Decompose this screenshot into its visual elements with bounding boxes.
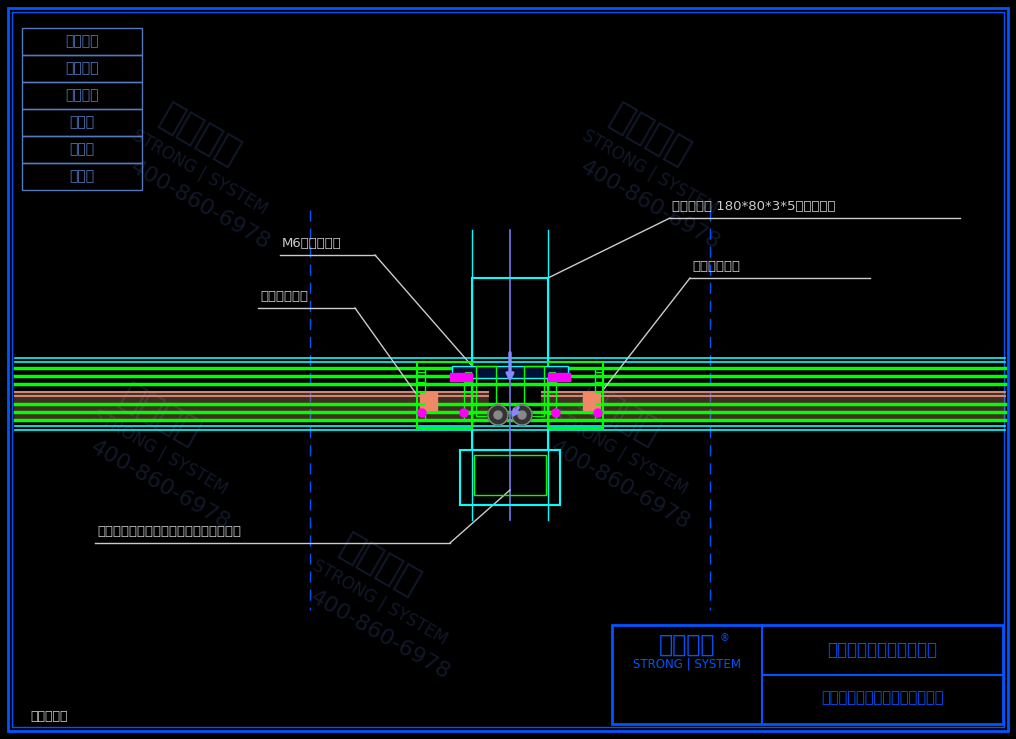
Text: 400-860-6978: 400-860-6978: [307, 587, 453, 683]
Circle shape: [460, 409, 468, 417]
Circle shape: [594, 409, 602, 417]
Text: 400-860-6978: 400-860-6978: [547, 437, 693, 533]
Bar: [450, 373, 472, 381]
Bar: [524, 366, 544, 416]
Bar: [472, 278, 548, 450]
Text: STRONG | SYSTEM: STRONG | SYSTEM: [309, 556, 451, 648]
Bar: [548, 362, 604, 428]
Bar: [425, 368, 464, 420]
Bar: [22, 136, 142, 163]
Text: STRONG | SYSTEM: STRONG | SYSTEM: [633, 658, 741, 670]
Text: 西创系统: 西创系统: [605, 98, 696, 171]
Text: 大跨度: 大跨度: [69, 115, 94, 129]
Text: 西创系统: 西创系统: [114, 378, 206, 452]
Text: STRONG | SYSTEM: STRONG | SYSTEM: [550, 406, 691, 498]
Text: 西创系统: 西创系统: [658, 633, 715, 657]
Text: 西创系统: 西创系统: [334, 528, 426, 602]
Bar: [474, 455, 546, 495]
Text: 西创系统: 西创系统: [574, 378, 665, 452]
Text: 400-860-6978: 400-860-6978: [86, 437, 234, 533]
Text: 超级防腑: 超级防腑: [65, 89, 99, 103]
Circle shape: [494, 411, 502, 419]
Bar: [612, 625, 1003, 724]
Text: 专利产品！: 专利产品！: [30, 709, 67, 723]
Circle shape: [418, 409, 426, 417]
Text: 西创金属科技（江苏）有限公司: 西创金属科技（江苏）有限公司: [821, 690, 943, 706]
Text: 安全防火: 安全防火: [65, 35, 99, 49]
Bar: [22, 28, 142, 55]
Text: 铝合金开启扇: 铝合金开启扇: [692, 260, 740, 273]
Bar: [548, 373, 570, 381]
Text: STRONG | SYSTEM: STRONG | SYSTEM: [579, 126, 720, 218]
Text: STRONG | SYSTEM: STRONG | SYSTEM: [89, 406, 231, 498]
Bar: [460, 450, 560, 505]
Bar: [22, 109, 142, 136]
Text: 400-860-6978: 400-860-6978: [127, 157, 273, 253]
Bar: [22, 163, 142, 190]
Text: 400-860-6978: 400-860-6978: [577, 157, 723, 253]
Circle shape: [512, 405, 532, 425]
Circle shape: [488, 405, 508, 425]
Bar: [22, 55, 142, 82]
Circle shape: [518, 411, 526, 419]
Bar: [556, 368, 595, 420]
Text: 铝合金固定框: 铝合金固定框: [260, 290, 308, 303]
Text: 更细细: 更细细: [69, 169, 94, 183]
Text: STRONG | SYSTEM: STRONG | SYSTEM: [129, 126, 270, 218]
Text: ®: ®: [720, 633, 729, 643]
Bar: [452, 366, 568, 378]
Text: 西创系统： 180*80*3*5精制锤立柱: 西创系统： 180*80*3*5精制锤立柱: [672, 200, 835, 213]
Text: 环保节能: 环保节能: [65, 61, 99, 75]
Text: 西创系统：公母螺栓（专利，连续栓接）: 西创系统：公母螺栓（专利，连续栓接）: [97, 525, 241, 538]
Bar: [477, 366, 496, 416]
Bar: [22, 82, 142, 109]
Bar: [583, 392, 600, 410]
Text: 江苏职工食堂凹型钟系统: 江苏职工食堂凹型钟系统: [827, 641, 937, 659]
Bar: [420, 392, 437, 410]
Text: M6不锈锤锶母: M6不锈锤锶母: [282, 237, 341, 250]
Text: 西创系统: 西创系统: [154, 98, 246, 171]
Bar: [417, 362, 472, 428]
Circle shape: [552, 409, 560, 417]
Text: 大通透: 大通透: [69, 143, 94, 157]
